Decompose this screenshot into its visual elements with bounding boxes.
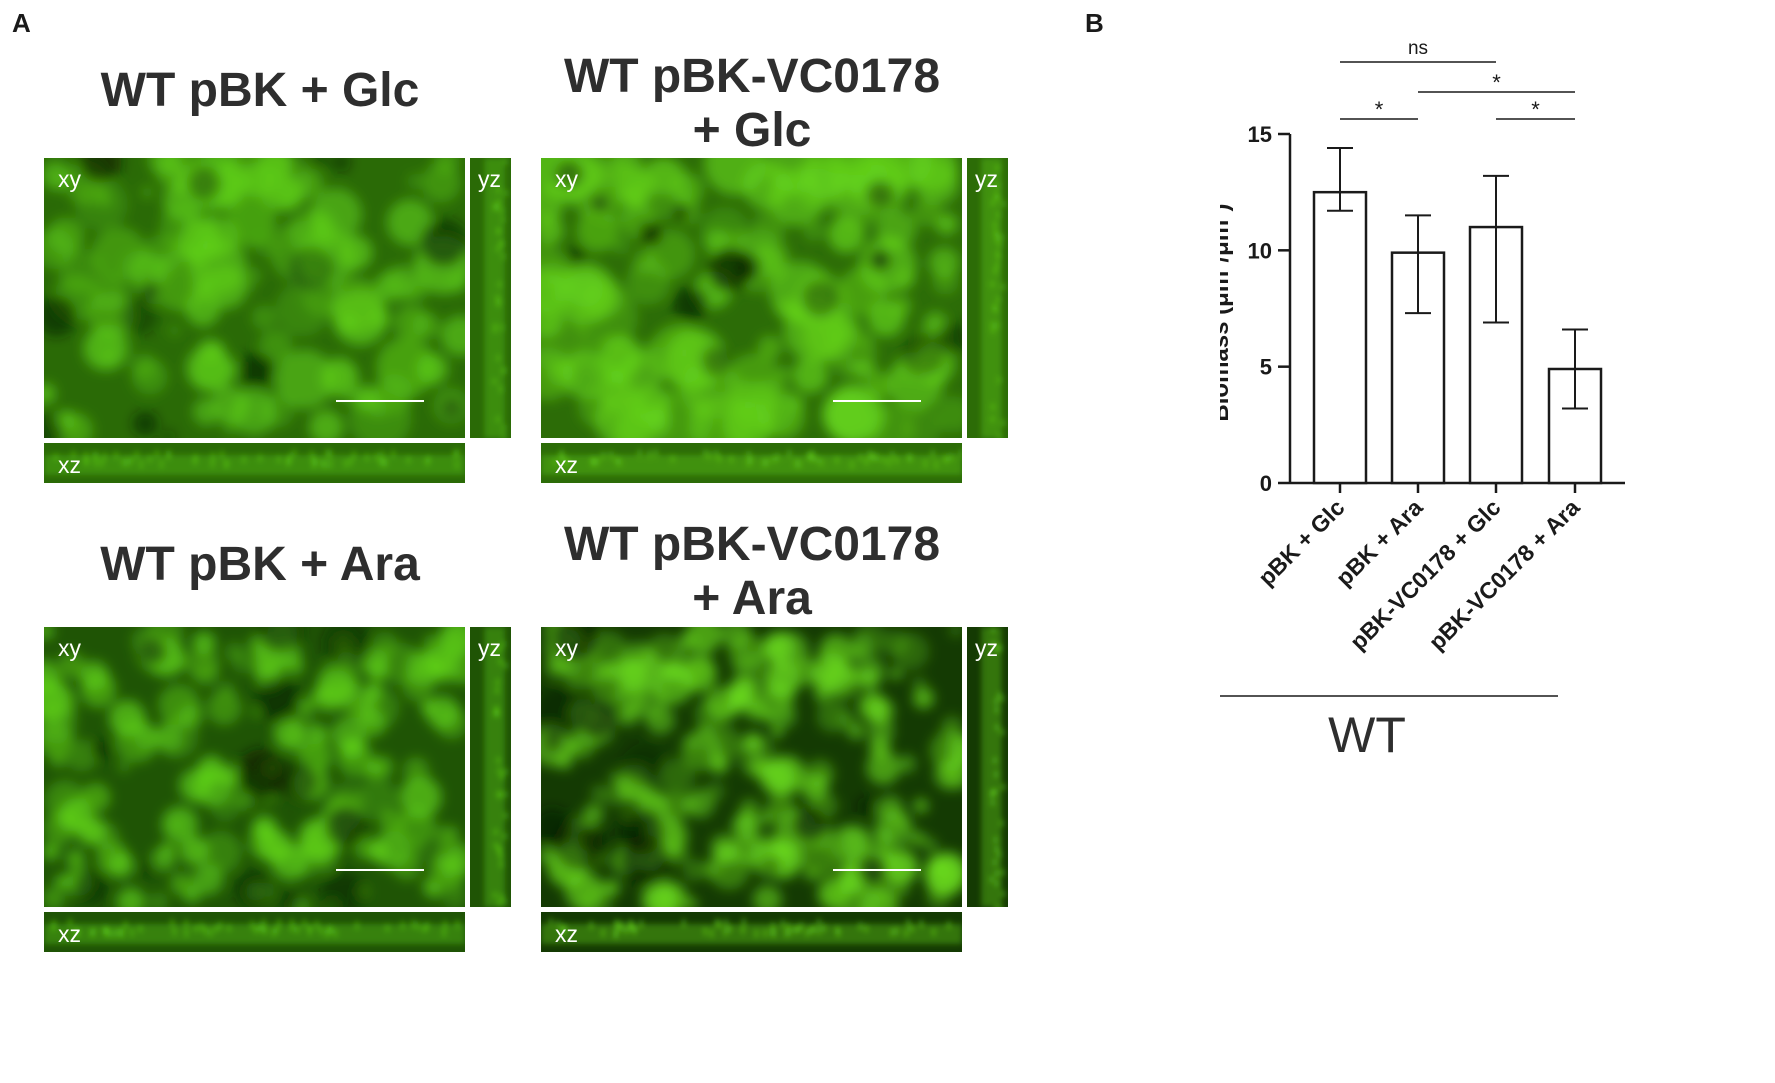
condition-title-4: WT pBK-VC0178 + Ara (492, 518, 1012, 626)
group-label: WT (1328, 707, 1406, 763)
condition-title-2: WT pBK-VC0178 + Glc (492, 50, 1012, 158)
yz-label: yz (478, 166, 501, 192)
yz-label: yz (975, 166, 998, 192)
xz-view: xz (541, 912, 962, 952)
scale-bar (833, 400, 921, 402)
title-line: WT pBK-VC0178 (563, 50, 941, 103)
y-tick-label: 5 (1260, 355, 1272, 380)
yz-view: yz (470, 158, 511, 438)
y-axis-label: Biomass (μm3/μm2) (1220, 203, 1234, 421)
condition-title-1: WT pBK + Glc (0, 64, 520, 118)
xy-view: xy (44, 627, 465, 907)
xy-view: xy (44, 158, 465, 438)
scale-bar (833, 869, 921, 871)
title-line: + Ara (692, 572, 812, 625)
y-tick-label: 10 (1248, 238, 1272, 263)
xz-label: xz (555, 921, 578, 947)
xy-label: xy (555, 166, 578, 192)
xz-label: xz (555, 452, 578, 478)
title-line: + Glc (692, 104, 812, 157)
xz-view: xz (44, 443, 465, 483)
xy-label: xy (58, 166, 81, 192)
significance-label: * (1375, 97, 1384, 122)
y-tick-label: 15 (1248, 122, 1272, 147)
yz-label: yz (975, 635, 998, 661)
xy-view: xy (541, 158, 962, 438)
xy-label: xy (58, 635, 81, 661)
title-line: WT pBK-VC0178 (563, 518, 941, 571)
scale-bar (336, 869, 424, 871)
title-line: WT pBK + Ara (100, 538, 420, 591)
bar (1312, 190, 1368, 485)
x-tick-label: pBK-VC0178 + Glc (1345, 494, 1506, 655)
condition-title-3: WT pBK + Ara (0, 538, 520, 592)
x-tick-label: pBK-VC0178 + Ara (1423, 494, 1584, 655)
xz-view: xz (44, 912, 465, 952)
y-tick-label: 0 (1260, 471, 1272, 496)
significance-label: * (1531, 97, 1540, 122)
yz-label: yz (478, 635, 501, 661)
xz-label: xz (58, 452, 81, 478)
panel-b-label: B (1085, 8, 1104, 38)
bar (1547, 367, 1603, 485)
xz-label: xz (58, 921, 81, 947)
yz-view: yz (470, 627, 511, 907)
panel-a-label: A (12, 8, 31, 38)
yz-view: yz (967, 627, 1008, 907)
xy-label: xy (555, 635, 578, 661)
scale-bar (336, 400, 424, 402)
xy-view: xy (541, 627, 962, 907)
xz-view: xz (541, 443, 962, 483)
significance-label: * (1492, 70, 1501, 95)
title-line: WT pBK + Glc (100, 64, 420, 117)
significance-label: ns (1408, 38, 1428, 59)
yz-view: yz (967, 158, 1008, 438)
